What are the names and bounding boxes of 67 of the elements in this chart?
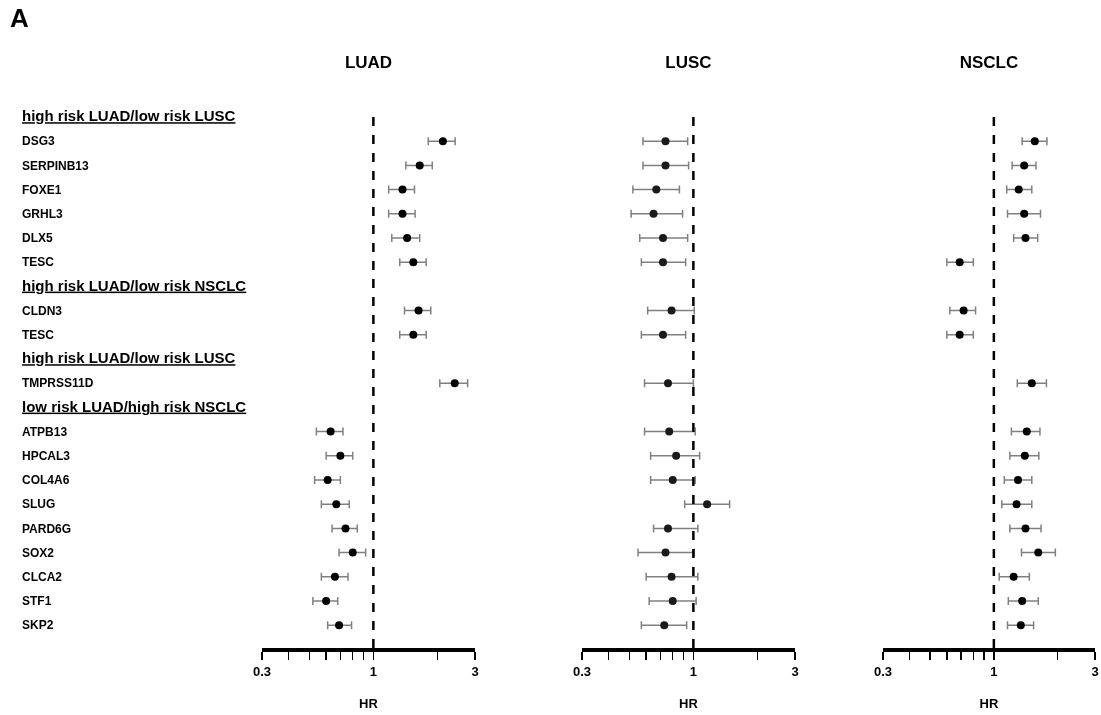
x-tick-label: 3 bbox=[471, 663, 479, 679]
y-tick-label: low risk LUAD/high risk NSCLC bbox=[22, 397, 247, 415]
y-tick-label: COL4A6 bbox=[22, 473, 70, 488]
point bbox=[668, 476, 677, 484]
point bbox=[668, 597, 677, 605]
y-tick-label: HPCAL3 bbox=[22, 449, 71, 463]
point bbox=[661, 161, 670, 170]
point bbox=[1014, 185, 1023, 194]
point bbox=[959, 306, 968, 315]
x-axis-title: HR bbox=[679, 695, 699, 711]
y-tick-label: CLCA2 bbox=[22, 570, 63, 584]
x-tick-label: 3 bbox=[1091, 663, 1099, 679]
chart-title: LUAD bbox=[344, 52, 393, 72]
point bbox=[1020, 451, 1029, 460]
point bbox=[658, 330, 667, 339]
point bbox=[672, 451, 681, 460]
y-tick-label: SKP2 bbox=[22, 618, 54, 633]
x-tick-label: 3 bbox=[791, 663, 799, 679]
y-tick-label: high risk LUAD/low risk LUSC bbox=[22, 107, 236, 125]
y-tick-label: FOXE1 bbox=[22, 182, 62, 197]
x-tick-label: 0.3 bbox=[572, 663, 592, 679]
x-axis-title: HR bbox=[359, 695, 379, 711]
x-tick-label: 0.3 bbox=[873, 663, 893, 679]
x-tick-label: 1 bbox=[369, 663, 377, 679]
point bbox=[658, 258, 667, 267]
point bbox=[661, 137, 670, 146]
point bbox=[660, 621, 669, 630]
point bbox=[665, 427, 674, 436]
point bbox=[667, 306, 676, 315]
chart-title: LUSC bbox=[665, 52, 712, 72]
point bbox=[1016, 621, 1025, 630]
y-tick-label: TMPRSS11D bbox=[22, 376, 94, 391]
point bbox=[652, 185, 661, 194]
point bbox=[1021, 524, 1030, 533]
y-tick-label: SLUG bbox=[22, 497, 56, 512]
x-tick-label: 1 bbox=[689, 663, 697, 679]
y-tick-label: ATPB13 bbox=[22, 424, 68, 439]
y-tick-label: high risk LUAD/low risk LUSC bbox=[22, 349, 236, 367]
point bbox=[663, 379, 672, 388]
y-tick-label: SOX2 bbox=[22, 545, 55, 560]
point bbox=[1021, 234, 1030, 242]
point bbox=[667, 572, 676, 581]
point bbox=[661, 548, 670, 557]
text: A bbox=[10, 3, 29, 33]
point bbox=[649, 209, 658, 218]
x-axis-title: HR bbox=[979, 695, 999, 711]
y-tick-label: GRHL3 bbox=[22, 207, 63, 221]
y-tick-label: DLX5 bbox=[22, 231, 53, 246]
y-tick-label: DSG3 bbox=[22, 134, 55, 149]
point bbox=[1020, 209, 1029, 218]
point bbox=[1020, 161, 1029, 170]
point bbox=[658, 234, 667, 242]
y-tick-label: CLDN3 bbox=[22, 303, 63, 318]
x-tick-label: 1 bbox=[990, 663, 998, 679]
y-tick-label: STF1 bbox=[22, 594, 52, 609]
point bbox=[1022, 427, 1031, 436]
point bbox=[663, 524, 672, 533]
chart-title: NSCLC bbox=[959, 52, 1019, 72]
x-tick-label: 0.3 bbox=[252, 663, 272, 679]
y-tick-label: TESC bbox=[22, 328, 55, 342]
y-tick-label: PARD6G bbox=[22, 521, 72, 536]
y-tick-label: SERPINB13 bbox=[22, 158, 90, 173]
point bbox=[1018, 597, 1027, 605]
point bbox=[955, 258, 964, 267]
point bbox=[955, 330, 964, 339]
y-tick-label: high risk LUAD/low risk NSCLC bbox=[22, 276, 247, 294]
y-tick-label: TESC bbox=[22, 255, 55, 270]
